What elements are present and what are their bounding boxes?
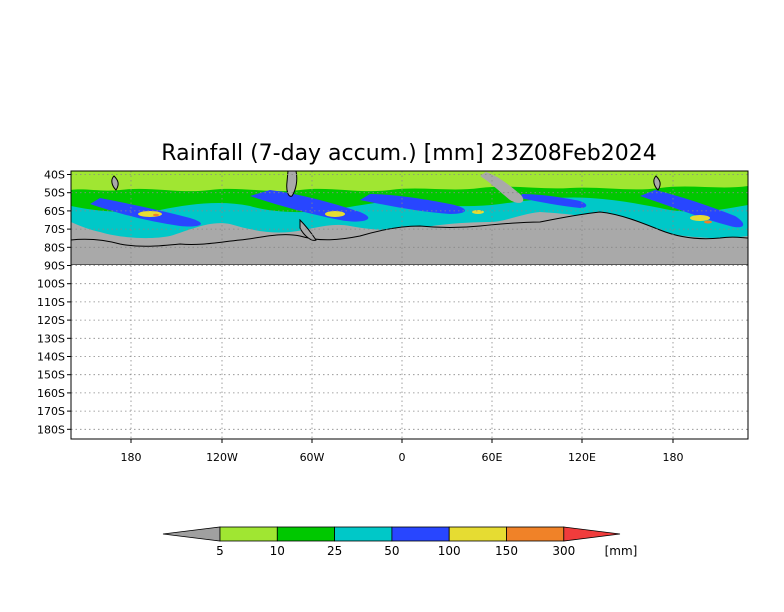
lon-label: 120W xyxy=(206,451,238,464)
pocket-yellow xyxy=(325,211,345,217)
colorbar-swatch xyxy=(219,526,278,542)
streak-blue xyxy=(640,190,744,228)
map-title: Rainfall (7-day accum.) [mm] 23Z08Feb202… xyxy=(161,141,656,166)
lat-label: 50S xyxy=(44,187,65,200)
colorbar-threshold-label: 10 xyxy=(270,544,285,558)
lon-label: 120E xyxy=(568,451,596,464)
colorbar-threshold-label: 25 xyxy=(327,544,342,558)
lat-label: 60S xyxy=(44,205,65,218)
colorbar-swatch xyxy=(334,526,393,542)
colorbar-swatch xyxy=(448,526,507,542)
lat-label: 170S xyxy=(37,405,65,418)
south-america-tip xyxy=(286,171,298,197)
lat-label: 110S xyxy=(37,296,65,309)
lat-label: 150S xyxy=(37,369,65,382)
colorbar-threshold-label: 50 xyxy=(384,544,399,558)
antarctica-landmass xyxy=(71,211,748,265)
pocket-orange xyxy=(704,220,712,224)
pocket-orange xyxy=(153,213,159,217)
lon-label: 180 xyxy=(663,451,684,464)
lat-label: 100S xyxy=(37,278,65,291)
lon-label: 180 xyxy=(121,451,142,464)
precipitation-field xyxy=(71,171,748,265)
colorbar-under-triangle xyxy=(162,526,221,542)
lat-label: 40S xyxy=(44,169,65,182)
streak-blue xyxy=(360,194,465,214)
lat-label: 120S xyxy=(37,314,65,327)
colorbar-unit-label: [mm] xyxy=(605,544,638,558)
streak-blue xyxy=(520,194,587,208)
band-lightgreen xyxy=(71,171,748,192)
map-frame xyxy=(70,170,749,440)
colorbar-threshold-label: 100 xyxy=(438,544,461,558)
colorbar-over-triangle xyxy=(563,526,621,542)
lon-label: 0 xyxy=(399,451,406,464)
new-zealand xyxy=(111,175,119,191)
lon-label: 60W xyxy=(300,451,325,464)
latitude-labels: 40S 50S 60S 70S 80S 90S 100S 110S 120S 130S 140S 15… xyxy=(37,169,71,436)
rain-band xyxy=(71,171,748,239)
colorbar-swatch xyxy=(506,526,565,542)
lat-label: 180S xyxy=(37,423,65,436)
gridlines xyxy=(71,171,748,439)
new-zealand xyxy=(653,175,661,191)
lon-label: 60E xyxy=(482,451,503,464)
colorbar-threshold-label: 5 xyxy=(216,544,224,558)
colorbar-threshold-label: 150 xyxy=(495,544,518,558)
pocket-yellow xyxy=(690,215,710,221)
lat-label: 80S xyxy=(44,241,65,254)
longitude-labels: 180 120W 60W 0 60E 120E 180 xyxy=(121,439,684,464)
lat-label: 90S xyxy=(44,260,65,273)
colorbar-swatch xyxy=(391,526,450,542)
pocket-yellow xyxy=(138,211,162,217)
no-data-gap xyxy=(480,172,524,203)
lat-label: 140S xyxy=(37,351,65,364)
lat-label: 70S xyxy=(44,223,65,236)
colorbar-swatch xyxy=(276,526,335,542)
colorbar: 5 10 25 50 100 150 300 [mm] xyxy=(162,526,638,558)
lat-label: 160S xyxy=(37,387,65,400)
lat-label: 130S xyxy=(37,332,65,345)
pocket-yellow xyxy=(472,210,484,214)
colorbar-threshold-label: 300 xyxy=(552,544,575,558)
